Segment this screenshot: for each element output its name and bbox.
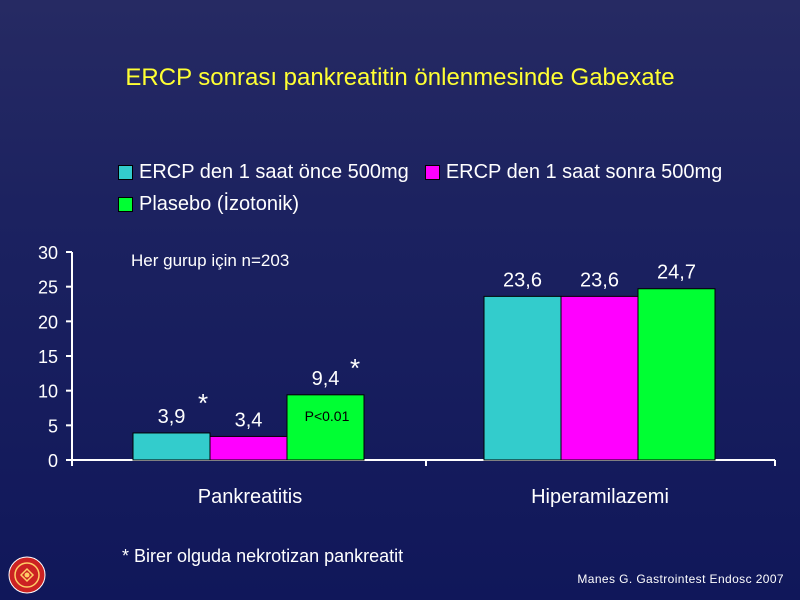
- legend-item-series-3: Plasebo (İzotonik): [118, 193, 299, 216]
- legend-swatch-series-1: [118, 164, 133, 180]
- legend-swatch-series-2: [424, 164, 440, 180]
- source-citation: Manes G. Gastrointest Endosc 2007: [577, 572, 784, 586]
- significance-star: *: [350, 353, 360, 383]
- bar-2-1: [209, 435, 288, 461]
- y-tick-label: 25: [38, 278, 58, 298]
- legend-label-series-1: ERCP den 1 saat önce 500mg: [139, 160, 409, 183]
- p-value-label: P<0.01: [305, 408, 350, 424]
- y-tick-label: 30: [38, 243, 58, 263]
- institution-logo-icon: [8, 556, 46, 594]
- p-value-box: [296, 403, 359, 427]
- x-category-label: Hiperamilazemi: [531, 486, 669, 508]
- data-label: 23,6: [580, 269, 619, 291]
- y-tick-label: 10: [38, 382, 58, 402]
- chart-title: ERCP sonrası pankreatitin önlenmesinde G…: [125, 64, 675, 91]
- chart-legend: ERCP den 1 saat önce 500mg ERCP den 1 sa…: [118, 156, 738, 220]
- legend-label-series-3: Plasebo (İzotonik): [139, 192, 300, 215]
- significance-star: *: [198, 388, 208, 418]
- data-label: 23,6: [503, 269, 542, 291]
- data-label: 24,7: [657, 262, 696, 284]
- bar-1-1: [132, 432, 211, 461]
- legend-swatch-series-3: [118, 196, 133, 212]
- bar-3-2: [637, 288, 716, 461]
- data-label: 9,4: [312, 368, 340, 390]
- y-tick-label: 20: [38, 312, 58, 332]
- data-label: 3,4: [235, 409, 263, 431]
- data-label: 3,9: [158, 406, 186, 428]
- group-size-note: Her gurup için n=203: [131, 251, 289, 270]
- y-tick-label: 15: [38, 347, 58, 367]
- y-tick-label: 0: [48, 451, 58, 471]
- y-tick-label: 5: [48, 416, 58, 436]
- footnote: * Birer olguda nekrotizan pankreatit: [122, 546, 404, 566]
- x-category-label: Pankreatitis: [198, 486, 303, 508]
- legend-item-series-1: ERCP den 1 saat önce 500mg: [118, 161, 409, 184]
- legend-item-series-2: ERCP den 1 saat sonra 500mg: [424, 160, 723, 184]
- legend-label-series-2: ERCP den 1 saat sonra 500mg: [445, 160, 723, 183]
- bar-2-2: [560, 295, 639, 461]
- bar-1-2: [483, 295, 562, 461]
